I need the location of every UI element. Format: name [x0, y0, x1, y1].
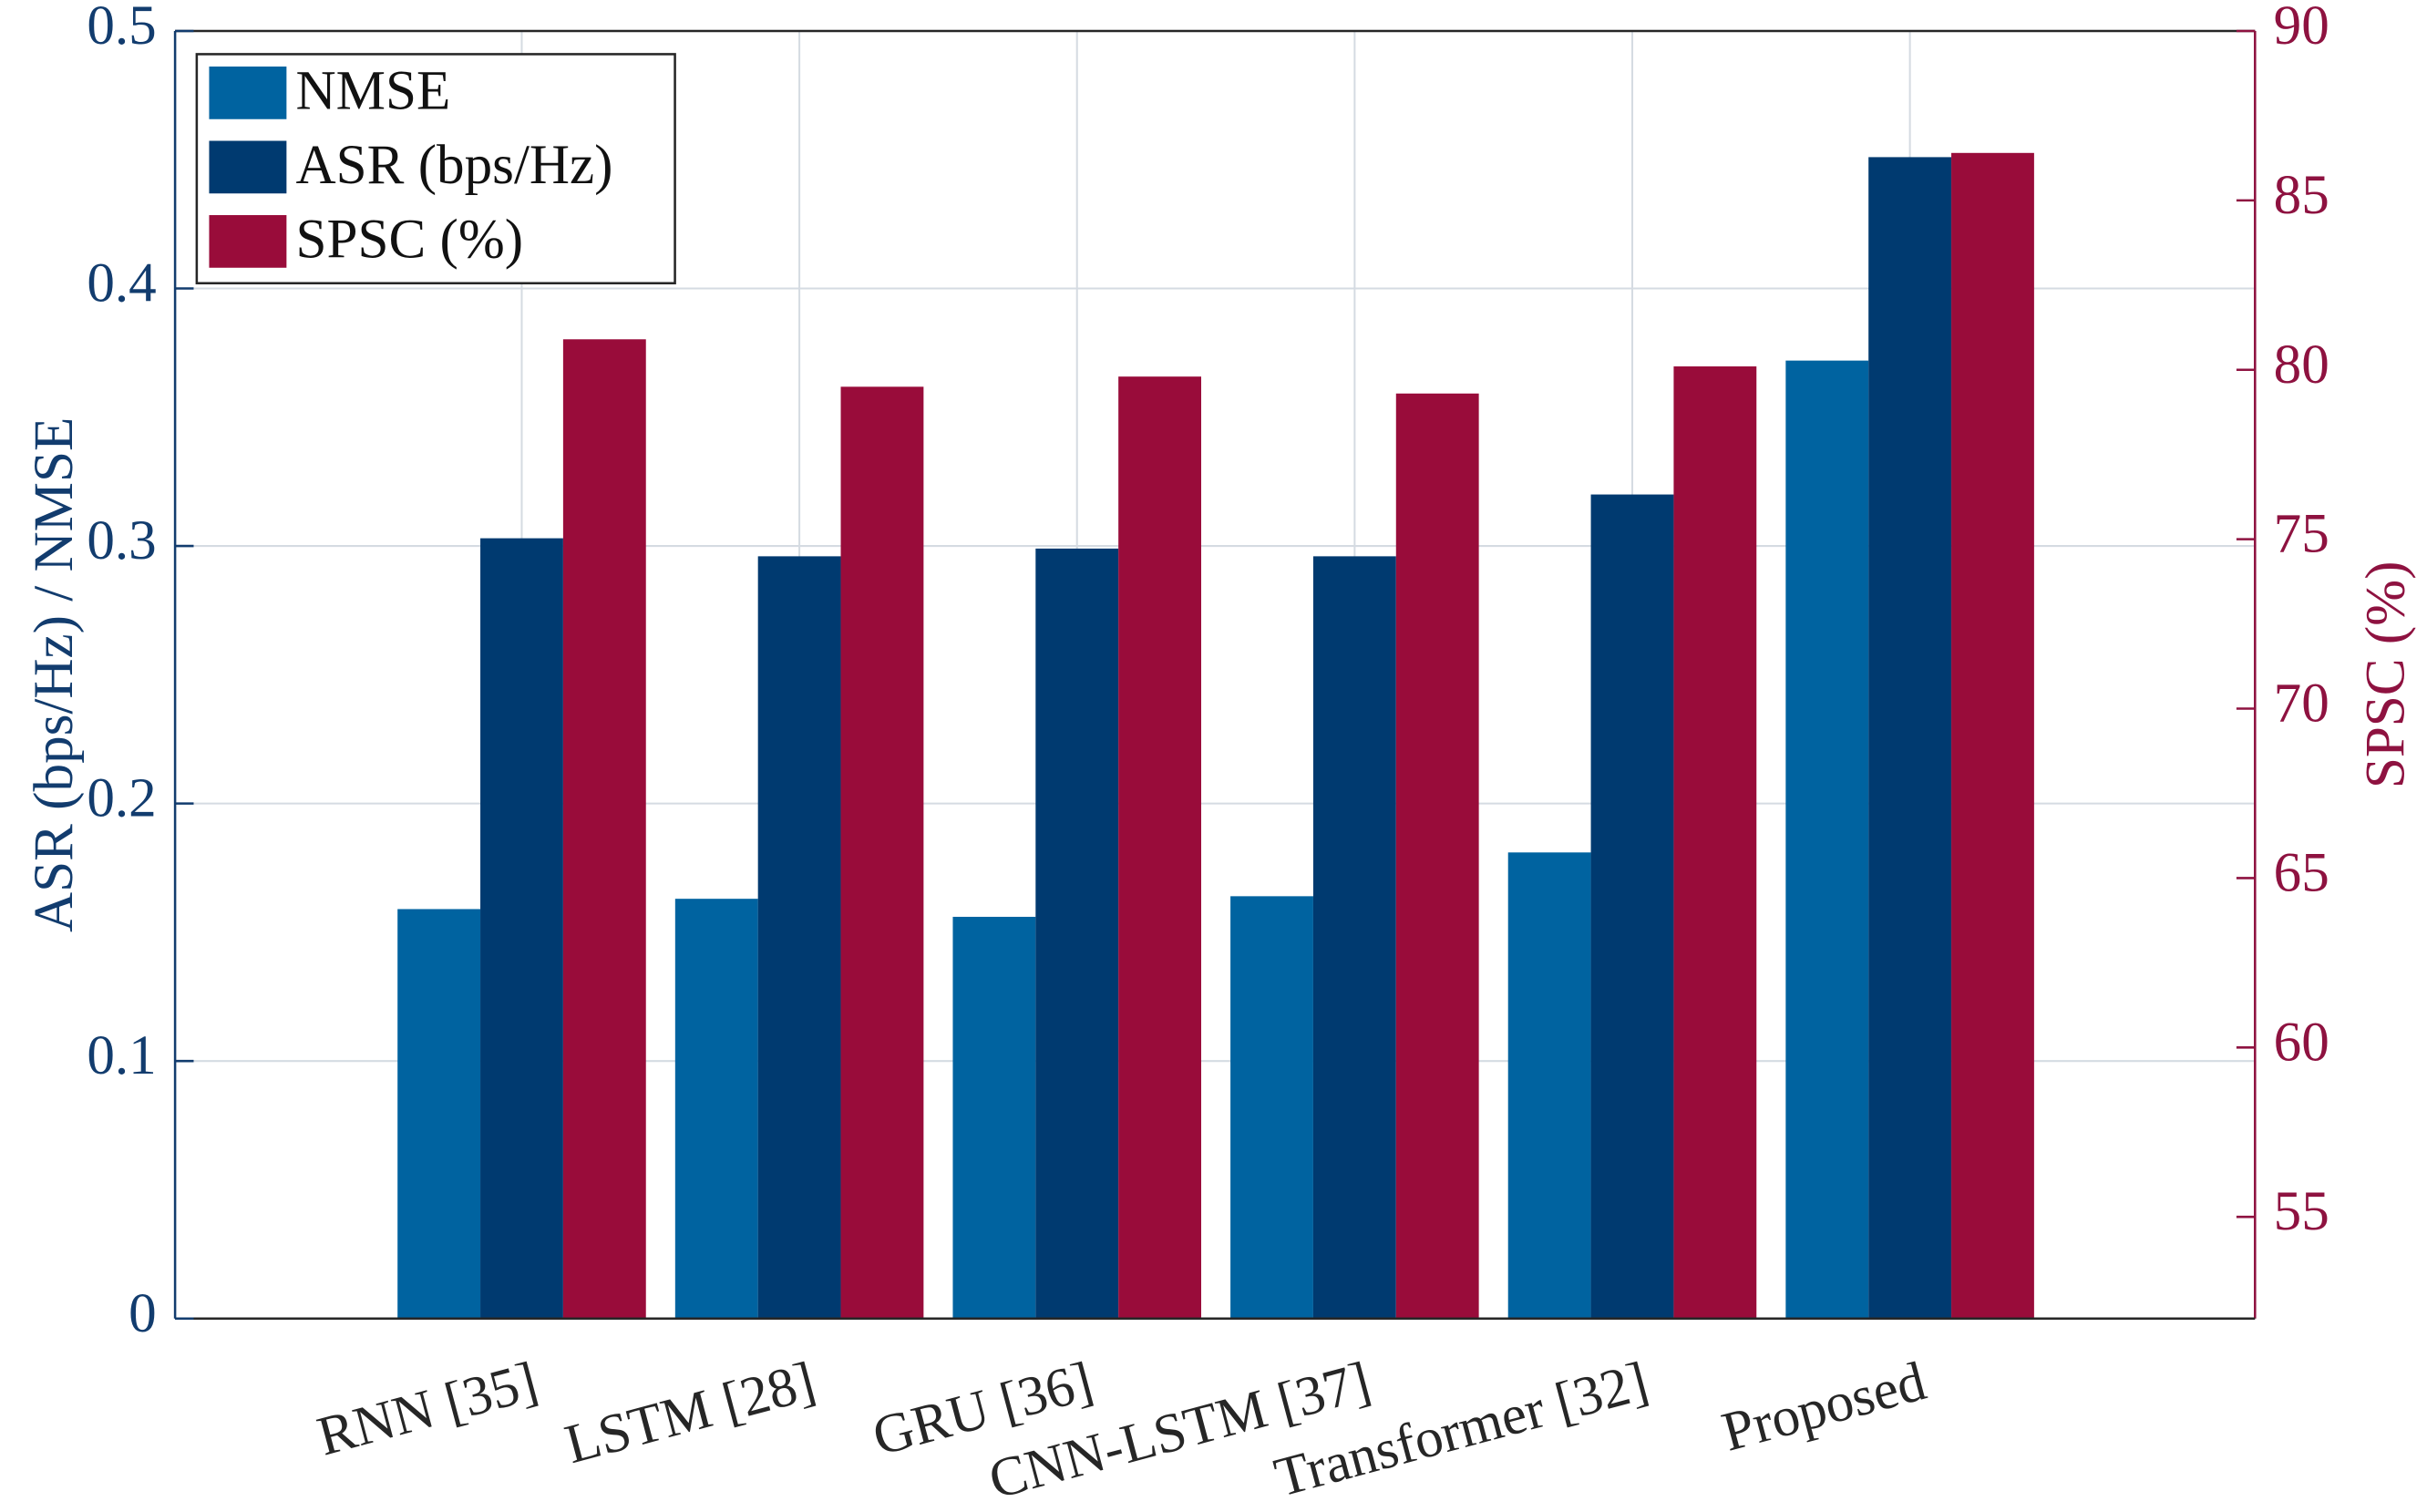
bar — [952, 916, 1036, 1319]
y-tick-label: 0.1 — [87, 1025, 156, 1086]
legend: NMSE ASR (bps/Hz) SPSC (%) — [195, 53, 676, 285]
bar — [1951, 152, 2034, 1319]
y-tick-label: 0.2 — [87, 768, 156, 829]
y-axis-label: ASR (bps/Hz) / NMSE — [24, 417, 85, 932]
bar — [1507, 852, 1591, 1319]
y2-tick-label: 55 — [2274, 1181, 2329, 1242]
y2-tick-label: 75 — [2274, 504, 2329, 565]
y2-tick-label: 60 — [2274, 1012, 2329, 1073]
y2-tick-label: 80 — [2274, 334, 2329, 396]
y-tick-label: 0.4 — [87, 253, 156, 314]
legend-label: SPSC (%) — [296, 209, 524, 270]
legend-swatch — [209, 67, 287, 119]
bar — [1673, 366, 1757, 1319]
bar — [1118, 376, 1202, 1319]
y2-tick-label: 70 — [2274, 674, 2329, 735]
bar — [1312, 556, 1396, 1319]
bar — [562, 339, 646, 1319]
bar — [1230, 896, 1313, 1319]
legend-swatch — [209, 140, 287, 194]
x-tick-label: RNN [35] — [312, 1351, 544, 1467]
bar — [1035, 548, 1119, 1319]
y-tick-label: 0.5 — [87, 0, 156, 57]
legend-label: NMSE — [296, 60, 451, 121]
x-tick-label: LSTM [28] — [559, 1351, 821, 1476]
y2-tick-label: 65 — [2274, 842, 2329, 903]
legend-label: ASR (bps/Hz) — [296, 135, 613, 196]
bar — [1395, 393, 1479, 1319]
bar — [480, 538, 563, 1319]
bar — [840, 386, 924, 1319]
y2-tick-label: 90 — [2274, 0, 2329, 57]
bar — [1868, 157, 1952, 1319]
y2-tick-label: 85 — [2274, 165, 2329, 226]
legend-swatch — [209, 215, 287, 268]
bar — [674, 899, 758, 1319]
y-tick-label: 0.3 — [87, 510, 156, 571]
bar — [1590, 494, 1674, 1319]
y2-axis-label: SPSC (%) — [2356, 561, 2417, 789]
bar — [397, 909, 481, 1319]
x-tick-label: Proposed — [1716, 1351, 1932, 1464]
y-tick-label: 0 — [129, 1283, 157, 1344]
bar — [757, 556, 841, 1319]
bar — [1785, 360, 1869, 1319]
